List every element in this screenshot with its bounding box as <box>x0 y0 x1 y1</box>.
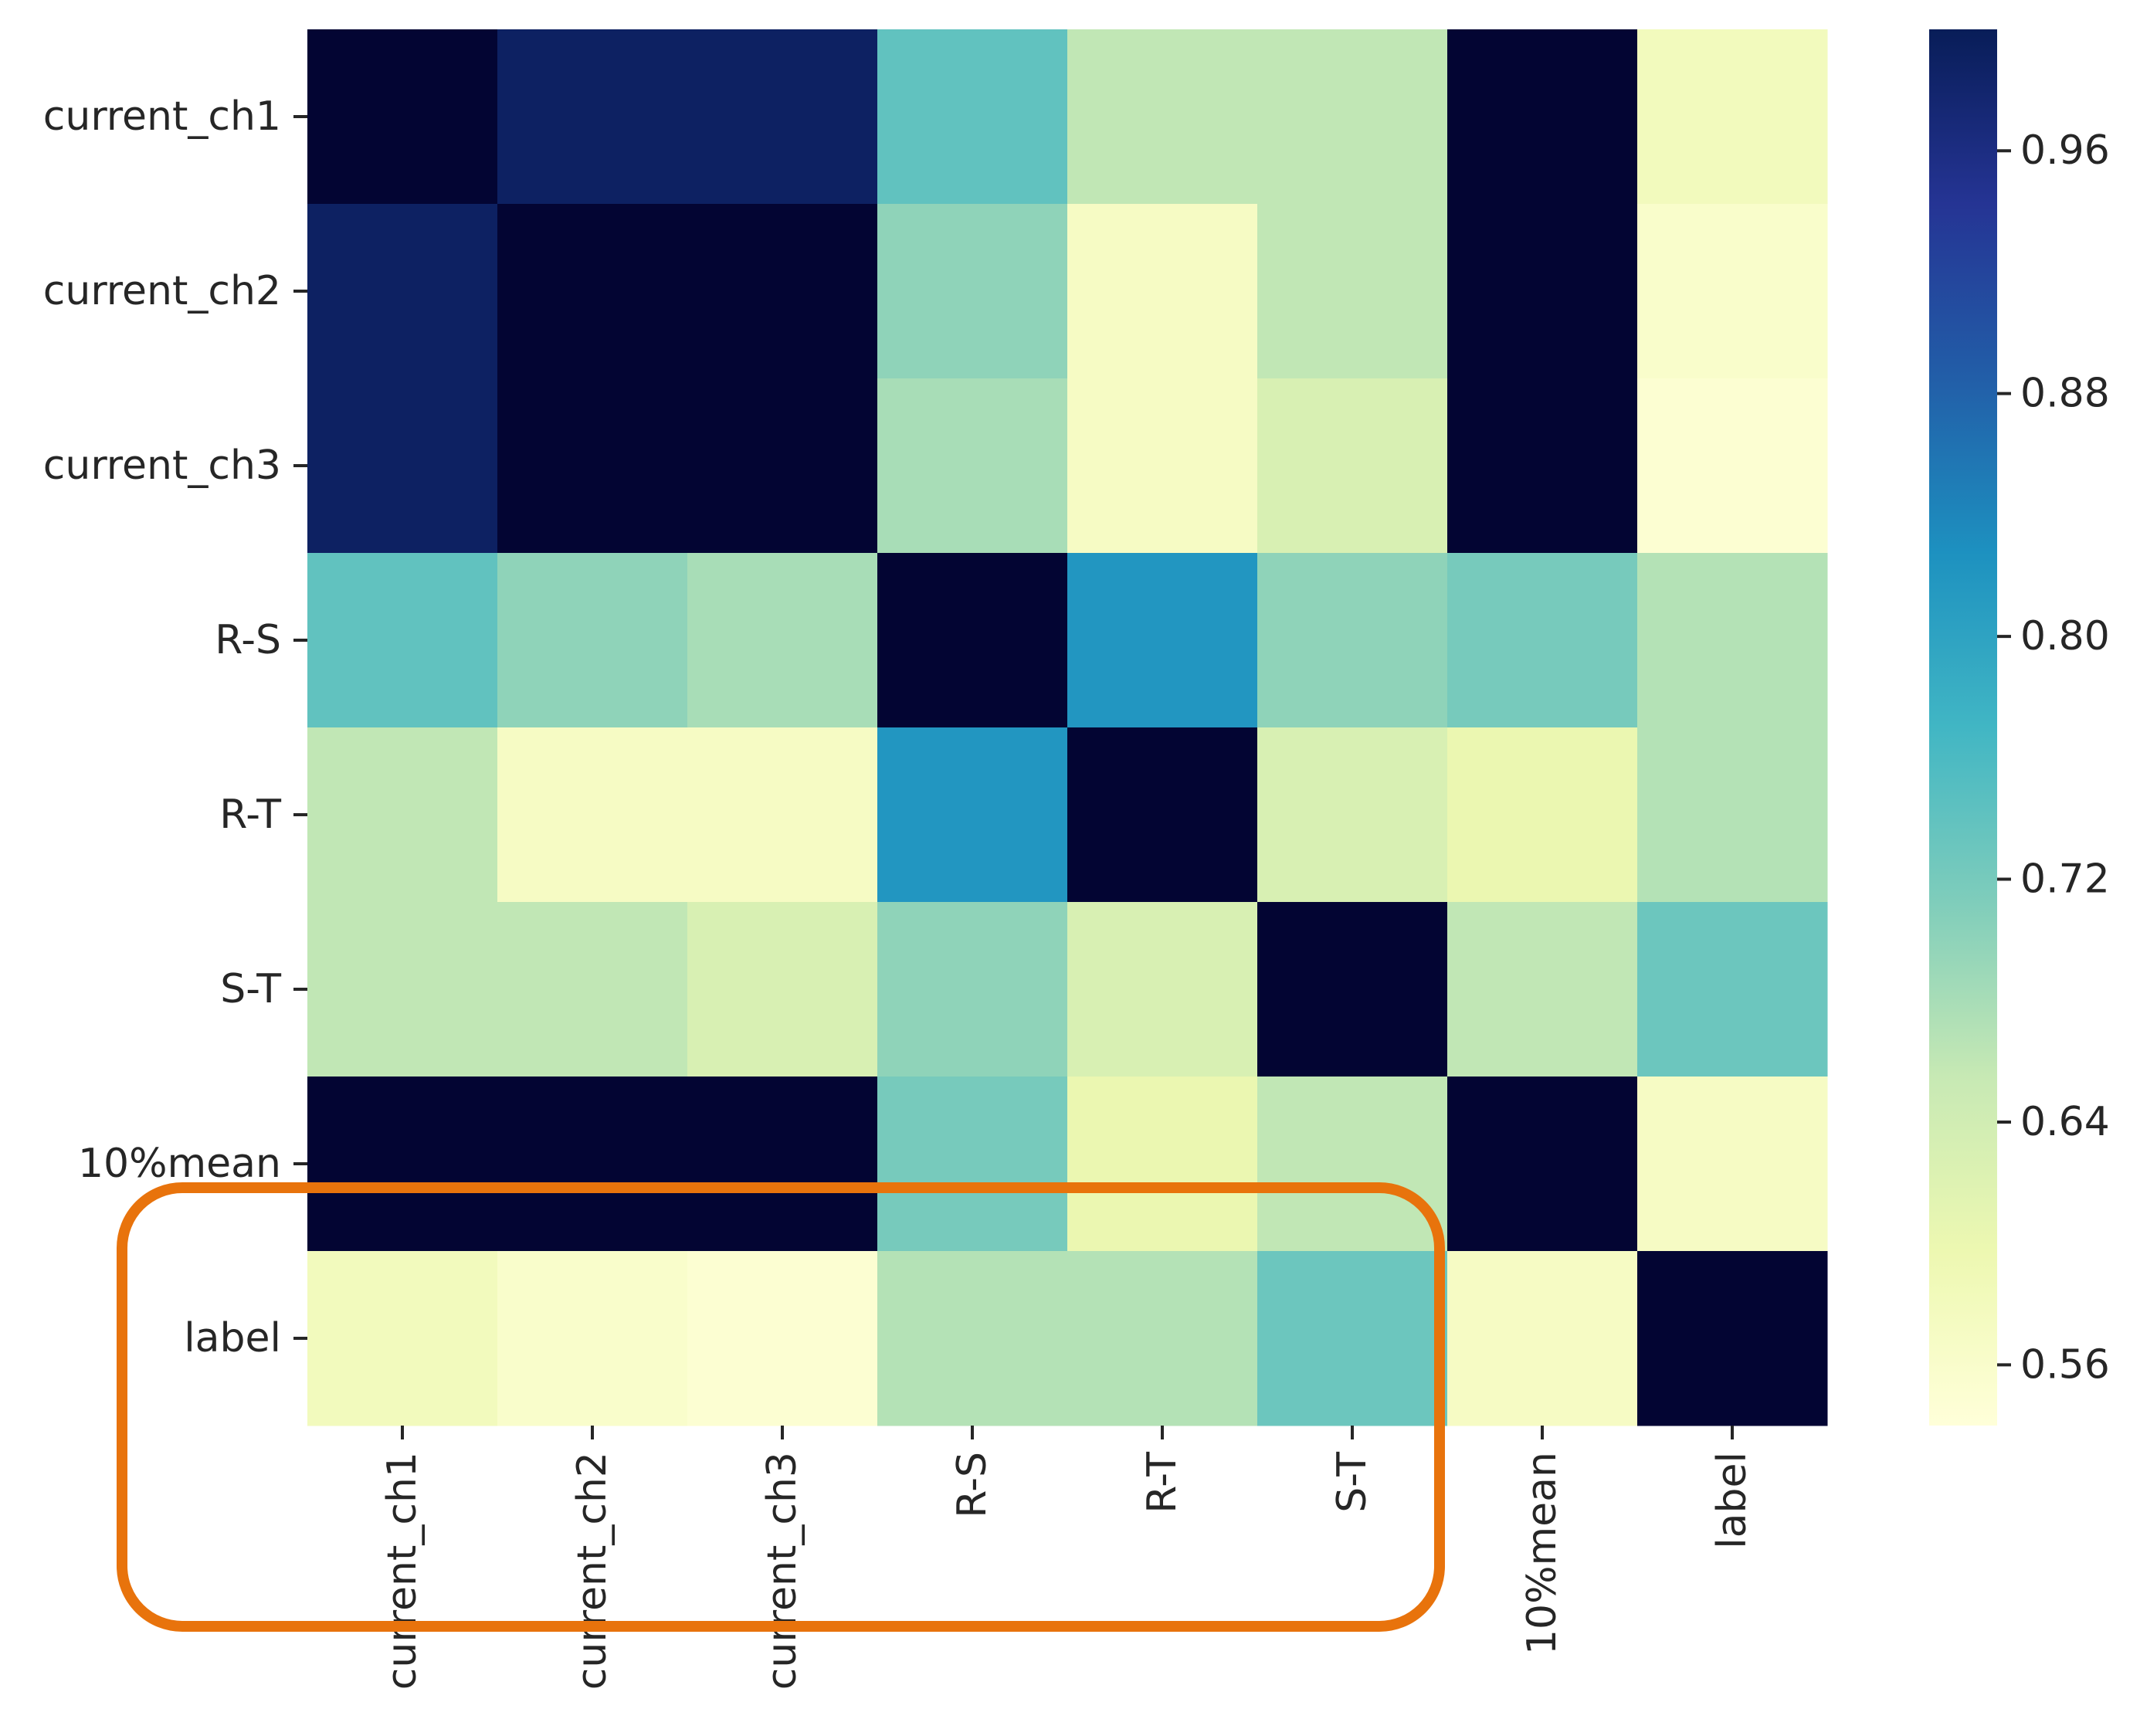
heatmap-cell-1-4 <box>1067 204 1258 379</box>
heatmap-cell-0-1 <box>497 29 688 205</box>
heatmap-cell-1-2 <box>687 204 878 379</box>
colorbar-tick-label: 0.56 <box>2020 1341 2110 1388</box>
heatmap-cell-7-7 <box>1637 1251 1828 1426</box>
heatmap-cell-1-0 <box>307 204 498 379</box>
heatmap-cell-3-7 <box>1637 553 1828 728</box>
x-tick-label: current_ch1 <box>379 1452 426 1690</box>
heatmap-cell-1-6 <box>1447 204 1638 379</box>
colorbar-tick-label: 0.88 <box>2020 371 2110 417</box>
x-tick-label: label <box>1709 1452 1755 1549</box>
colorbar-ticks: 0.96 0.88 0.80 0.72 0.64 0.56 <box>1997 127 2110 1388</box>
heatmap-cell-5-0 <box>307 902 498 1077</box>
colorbar-tick-label: 0.72 <box>2020 856 2110 903</box>
heatmap-cell-5-7 <box>1637 902 1828 1077</box>
heatmap-cell-2-7 <box>1637 378 1828 554</box>
heatmap-cell-0-6 <box>1447 29 1638 205</box>
heatmap-cell-0-2 <box>687 29 878 205</box>
heatmap-cell-7-3 <box>877 1251 1068 1426</box>
heatmap-cell-5-4 <box>1067 902 1258 1077</box>
y-tick-label: R-T <box>219 792 281 838</box>
heatmap-cell-0-4 <box>1067 29 1258 205</box>
heatmap-cell-4-4 <box>1067 727 1258 903</box>
heatmap-cell-6-3 <box>877 1077 1068 1252</box>
colorbar-tick-label: 0.80 <box>2020 613 2110 659</box>
heatmap-cell-6-7 <box>1637 1077 1828 1252</box>
heatmap-cell-4-7 <box>1637 727 1828 903</box>
heatmap-cell-5-3 <box>877 902 1068 1077</box>
heatmap-cell-3-1 <box>497 553 688 728</box>
heatmap-cell-3-5 <box>1257 553 1448 728</box>
heatmap-cell-2-5 <box>1257 378 1448 554</box>
heatmap-cell-7-2 <box>687 1251 878 1426</box>
heatmap-cells <box>307 29 1828 1426</box>
heatmap-cell-6-0 <box>307 1077 498 1252</box>
x-tick-label: S-T <box>1329 1452 1375 1513</box>
heatmap-cell-4-0 <box>307 727 498 903</box>
heatmap-cell-4-6 <box>1447 727 1638 903</box>
heatmap-cell-1-3 <box>877 204 1068 379</box>
heatmap-cell-5-1 <box>497 902 688 1077</box>
y-tick-label: current_ch3 <box>43 442 281 489</box>
heatmap-cell-3-4 <box>1067 553 1258 728</box>
heatmap-cell-0-3 <box>877 29 1068 205</box>
heatmap-cell-3-6 <box>1447 553 1638 728</box>
heatmap-cell-7-5 <box>1257 1251 1448 1426</box>
heatmap-cell-6-4 <box>1067 1077 1258 1252</box>
y-tick-label: R-S <box>215 617 281 663</box>
heatmap-cell-2-6 <box>1447 378 1638 554</box>
heatmap-cell-0-7 <box>1637 29 1828 205</box>
heatmap-cell-7-6 <box>1447 1251 1638 1426</box>
heatmap-cell-4-2 <box>687 727 878 903</box>
heatmap-cell-6-1 <box>497 1077 688 1252</box>
x-tick-label: current_ch2 <box>569 1452 616 1690</box>
y-tick-label: current_ch2 <box>43 268 281 314</box>
x-tick-label: R-T <box>1139 1452 1185 1514</box>
heatmap-cell-6-2 <box>687 1077 878 1252</box>
heatmap-cell-7-0 <box>307 1251 498 1426</box>
x-tick-label: R-S <box>949 1452 995 1518</box>
heatmap-cell-2-3 <box>877 378 1068 554</box>
colorbar: 0.96 0.88 0.80 0.72 0.64 0.56 <box>1929 29 2110 1426</box>
heatmap-cell-2-2 <box>687 378 878 554</box>
heatmap-cell-2-4 <box>1067 378 1258 554</box>
heatmap-cell-1-1 <box>497 204 688 379</box>
heatmap-cell-1-7 <box>1637 204 1828 379</box>
heatmap-cell-4-5 <box>1257 727 1448 903</box>
colorbar-tick-label: 0.64 <box>2020 1099 2110 1145</box>
y-tick-label: 10%mean <box>78 1141 281 1187</box>
heatmap-cell-3-0 <box>307 553 498 728</box>
heatmap-cell-7-4 <box>1067 1251 1258 1426</box>
highlight-box <box>117 1182 1445 1632</box>
heatmap-cell-0-0 <box>307 29 498 205</box>
x-tick-label: current_ch3 <box>759 1452 805 1690</box>
x-axis: current_ch1 current_ch2 current_ch3 R-S R-T S… <box>379 1426 1755 1690</box>
y-tick-label: label <box>184 1315 281 1361</box>
heatmap-cell-7-1 <box>497 1251 688 1426</box>
colorbar-scale <box>1929 29 1997 1426</box>
heatmap-cell-5-6 <box>1447 902 1638 1077</box>
heatmap-cell-2-0 <box>307 378 498 554</box>
heatmap-cell-4-3 <box>877 727 1068 903</box>
heatmap-cell-5-2 <box>687 902 878 1077</box>
heatmap-cell-6-6 <box>1447 1077 1638 1252</box>
x-tick-label: 10%mean <box>1519 1452 1565 1655</box>
heatmap-cell-5-5 <box>1257 902 1448 1077</box>
y-tick-label: current_ch1 <box>43 93 281 140</box>
y-axis: current_ch1 current_ch2 current_ch3 R-S R-T S… <box>43 93 307 1361</box>
heatmap-cell-6-5 <box>1257 1077 1448 1252</box>
heatmap-cell-3-2 <box>687 553 878 728</box>
heatmap-cell-3-3 <box>877 553 1068 728</box>
colorbar-tick-label: 0.96 <box>2020 127 2110 174</box>
heatmap-cell-2-1 <box>497 378 688 554</box>
heatmap-cell-0-5 <box>1257 29 1448 205</box>
heatmap-cell-4-1 <box>497 727 688 903</box>
heatmap-cell-1-5 <box>1257 204 1448 379</box>
y-tick-label: S-T <box>220 966 281 1012</box>
